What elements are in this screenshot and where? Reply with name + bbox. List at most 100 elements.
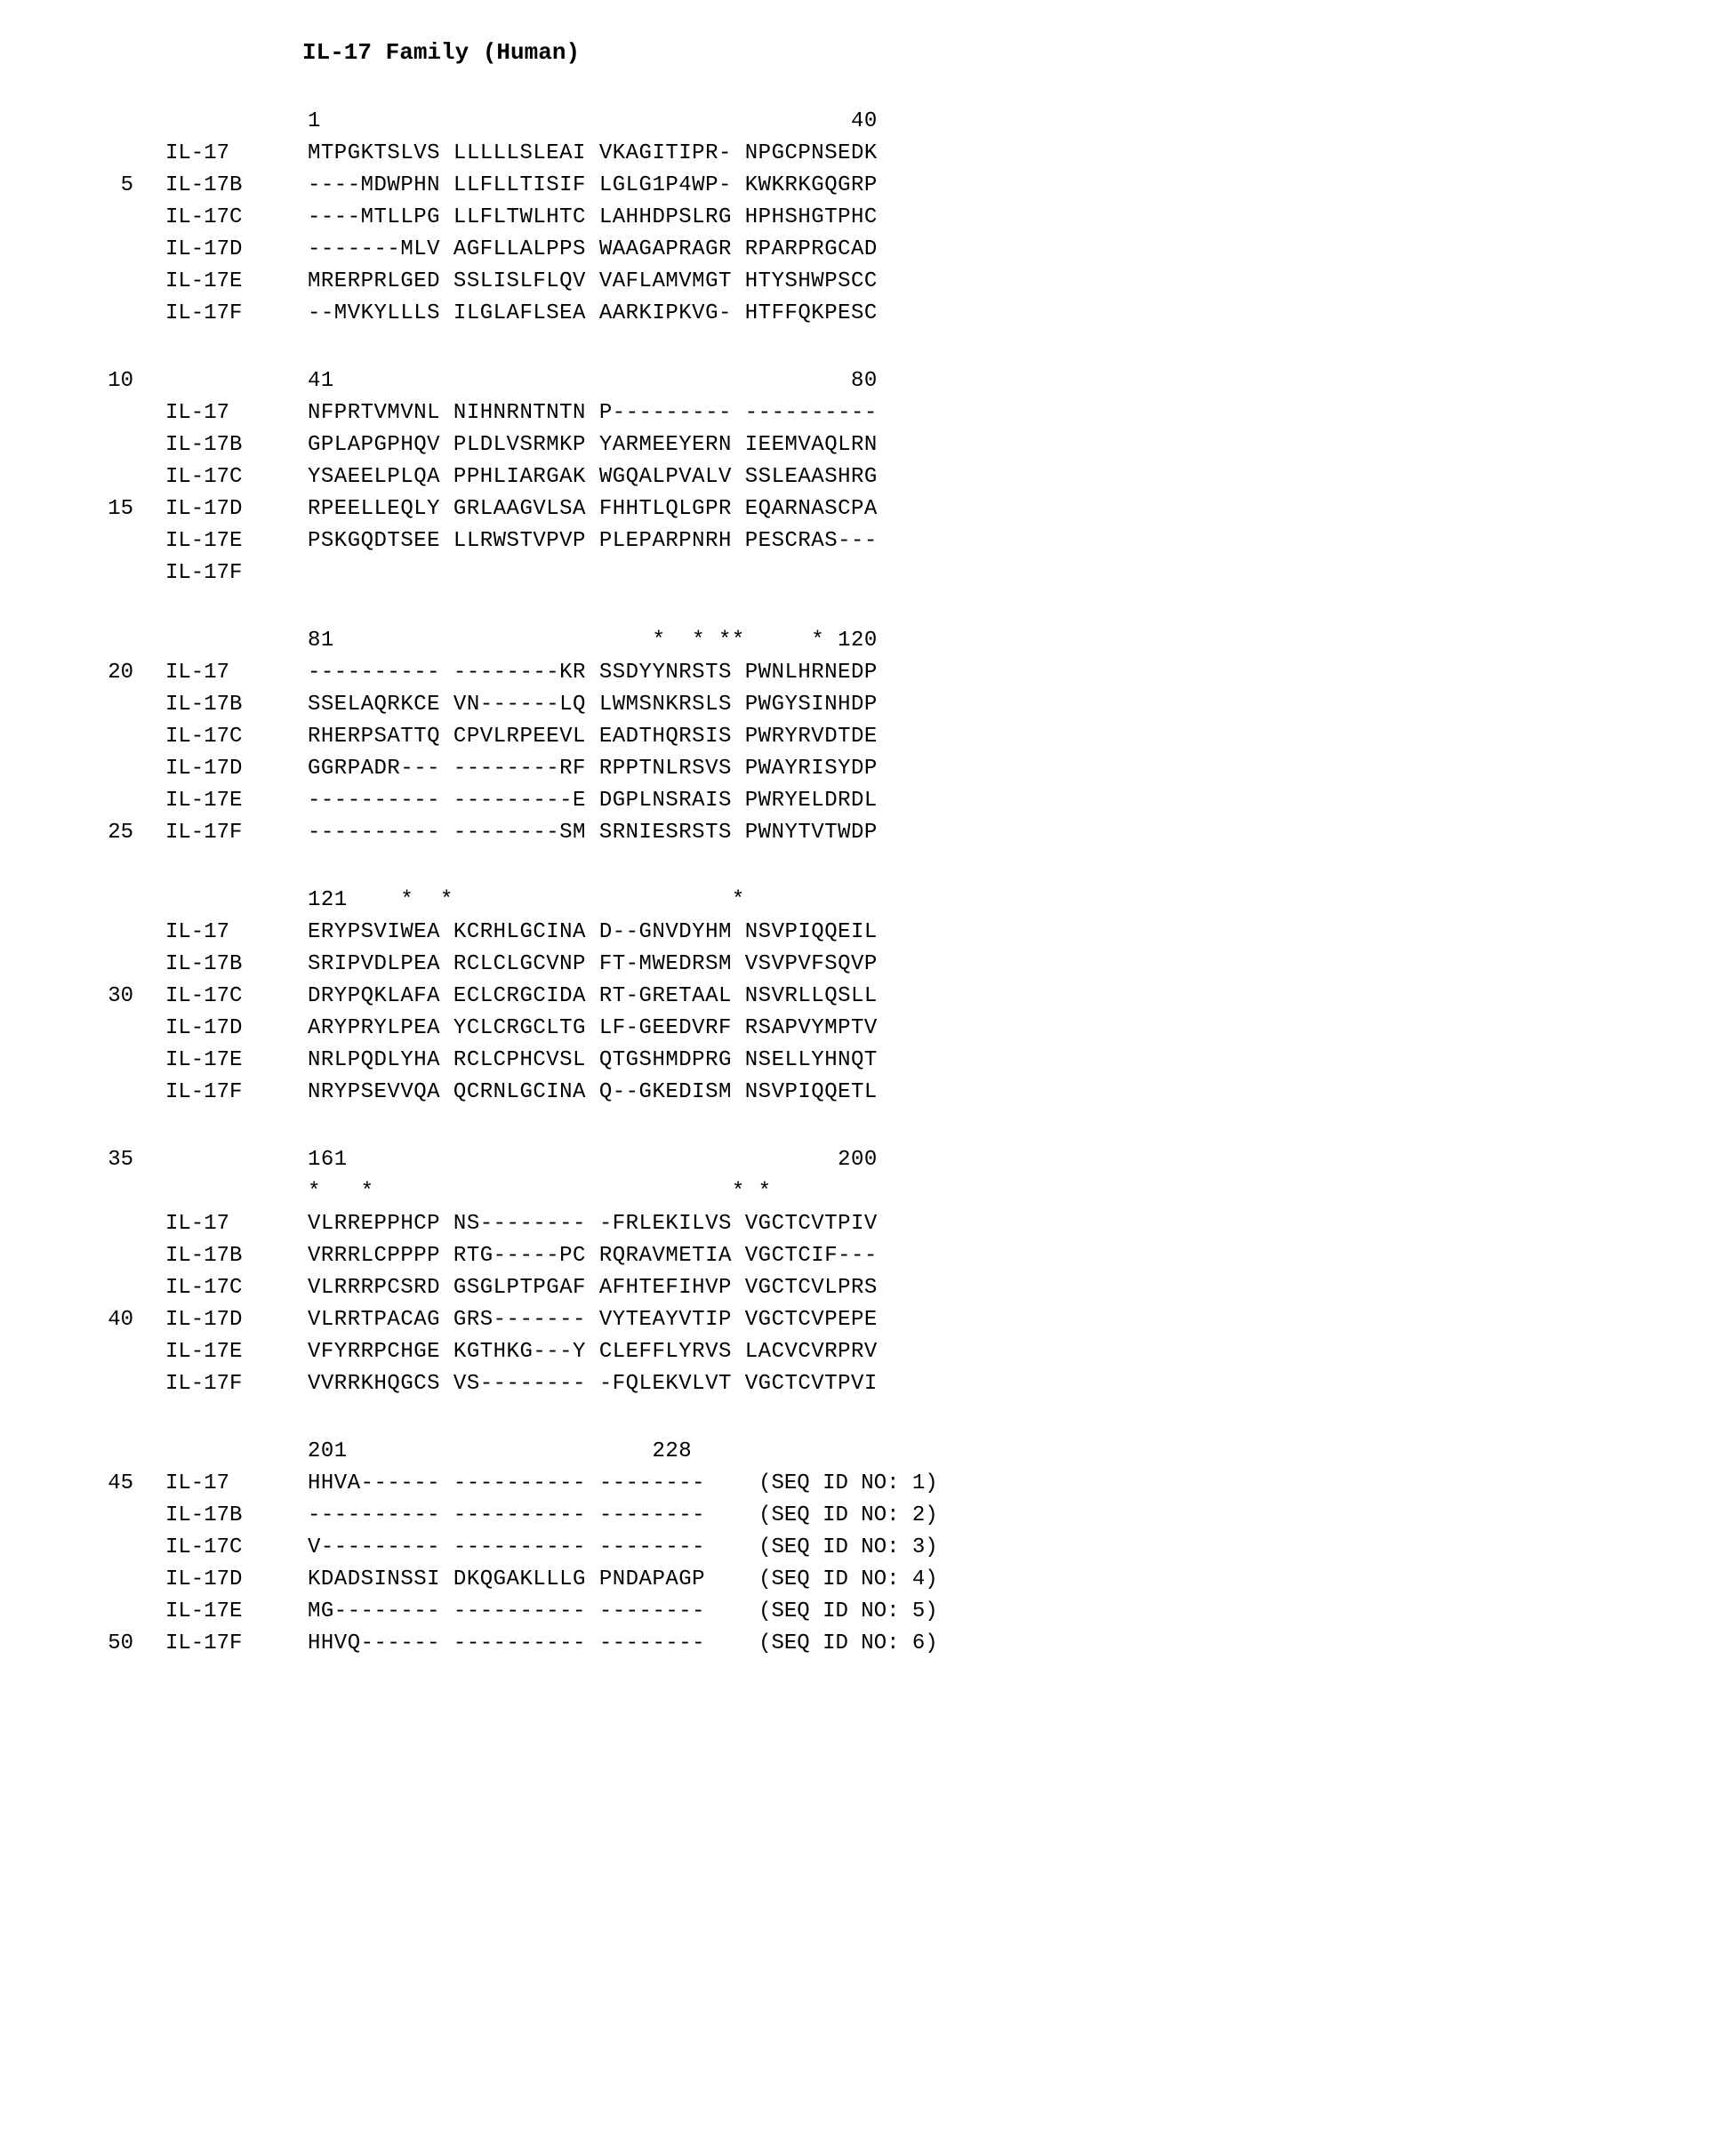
- sequence-row: 5IL-17B----MDWPHN LLFLLTISIF LGLG1P4WP- …: [53, 170, 1656, 202]
- sequence-label: IL-17B: [165, 429, 308, 461]
- line-number: 30: [53, 981, 165, 1013]
- position-header: 35161 200: [53, 1144, 1656, 1176]
- position-header: 201 228: [53, 1436, 1656, 1468]
- sequence-alignment: 1 40IL-17MTPGKTSLVS LLLLLSLEAI VKAGITIPR…: [53, 106, 1656, 1660]
- sequence-text: NRLPQDLYHA RCLCPHCVSL QTGSHMDPRG NSELLYH…: [308, 1045, 878, 1077]
- sequence-label: IL-17D: [165, 1013, 308, 1045]
- sequence-label: IL-17: [165, 397, 308, 429]
- sequence-row: IL-17EMG-------- ---------- --------(SEQ…: [53, 1596, 1656, 1628]
- sequence-row: IL-17E---------- ---------E DGPLNSRAIS P…: [53, 785, 1656, 817]
- sequence-text: RHERPSATTQ CPVLRPEEVL EADTHQRSIS PWRYRVD…: [308, 721, 878, 753]
- sequence-label: IL-17D: [165, 1304, 308, 1336]
- sequence-text: VRRRLCPPPP RTG-----PC RQRAVMETIA VGCTCIF…: [308, 1240, 878, 1272]
- alignment-block: 121 * * *IL-17ERYPSVIWEA KCRHLGCINA D--G…: [53, 885, 1656, 1109]
- sequence-label: IL-17E: [165, 525, 308, 557]
- sequence-row: IL-17EVFYRRPCHGE KGTHKG---Y CLEFFLYRVS L…: [53, 1336, 1656, 1368]
- sequence-row: IL-17EPSKGQDTSEE LLRWSTVPVP PLEPARPNRH P…: [53, 525, 1656, 557]
- sequence-row: IL-17C----MTLLPG LLFLTWLHTC LAHHDPSLRG H…: [53, 202, 1656, 234]
- position-numbers: 1 40: [308, 106, 878, 138]
- sequence-label: IL-17C: [165, 461, 308, 493]
- alignment-block: 1 40IL-17MTPGKTSLVS LLLLLSLEAI VKAGITIPR…: [53, 106, 1656, 330]
- sequence-row: IL-17BSRIPVDLPEA RCLCLGCVNP FT-MWEDRSM V…: [53, 949, 1656, 981]
- alignment-block: 1041 80IL-17NFPRTVMVNL NIHNRNTNTN P-----…: [53, 365, 1656, 589]
- position-numbers: 41 80: [308, 365, 878, 397]
- sequence-text: --MVKYLLLS ILGLAFLSEA AARKIPKVG- HTFFQKP…: [308, 298, 878, 330]
- sequence-row: IL-17FVVRRKHQGCS VS-------- -FQLEKVLVT V…: [53, 1368, 1656, 1400]
- position-header: 1 40: [53, 106, 1656, 138]
- sequence-text: HHVA------ ---------- --------: [308, 1468, 705, 1500]
- line-number: 40: [53, 1304, 165, 1336]
- sequence-label: IL-17: [165, 138, 308, 170]
- sequence-label: IL-17C: [165, 202, 308, 234]
- seq-id: (SEQ ID NO: 6): [705, 1628, 938, 1660]
- conservation-stars: * * * *: [53, 1176, 1656, 1208]
- line-number: 25: [53, 817, 165, 849]
- sequence-label: IL-17E: [165, 1596, 308, 1628]
- page-title: IL-17 Family (Human): [302, 36, 1656, 70]
- sequence-row: IL-17F: [53, 557, 1656, 589]
- position-numbers: 121 * * *: [308, 885, 745, 917]
- sequence-label: IL-17B: [165, 1500, 308, 1532]
- sequence-text: NRYPSEVVQA QCRNLGCINA Q--GKEDISM NSVPIQQ…: [308, 1077, 878, 1109]
- line-number: 10: [53, 365, 165, 397]
- sequence-text: SRIPVDLPEA RCLCLGCVNP FT-MWEDRSM VSVPVFS…: [308, 949, 878, 981]
- sequence-label: IL-17: [165, 657, 308, 689]
- sequence-row: IL-17CVLRRRPCSRD GSGLPTPGAF AFHTEFIHVP V…: [53, 1272, 1656, 1304]
- sequence-label: IL-17B: [165, 689, 308, 721]
- sequence-label: IL-17C: [165, 1272, 308, 1304]
- sequence-row: IL-17DKDADSINSSI DKQGAKLLLG PNDAPAGP(SEQ…: [53, 1564, 1656, 1596]
- sequence-label: IL-17D: [165, 1564, 308, 1596]
- sequence-row: IL-17CV--------- ---------- --------(SEQ…: [53, 1532, 1656, 1564]
- sequence-text: VLRREPPHCP NS-------- -FRLEKILVS VGCTCVT…: [308, 1208, 878, 1240]
- sequence-text: ERYPSVIWEA KCRHLGCINA D--GNVDYHM NSVPIQQ…: [308, 917, 878, 949]
- sequence-text: -------MLV AGFLLALPPS WAAGAPRAGR RPARPRG…: [308, 234, 878, 266]
- sequence-row: 25IL-17F---------- --------SM SRNIESRSTS…: [53, 817, 1656, 849]
- sequence-label: IL-17D: [165, 493, 308, 525]
- line-number: 35: [53, 1144, 165, 1176]
- line-number: 45: [53, 1468, 165, 1500]
- sequence-label: IL-17C: [165, 721, 308, 753]
- sequence-row: 30IL-17CDRYPQKLAFA ECLCRGCIDA RT-GRETAAL…: [53, 981, 1656, 1013]
- sequence-label: IL-17F: [165, 557, 308, 589]
- sequence-label: IL-17C: [165, 1532, 308, 1564]
- sequence-text: ---------- --------KR SSDYYNRSTS PWNLHRN…: [308, 657, 878, 689]
- sequence-label: IL-17D: [165, 234, 308, 266]
- sequence-row: IL-17CRHERPSATTQ CPVLRPEEVL EADTHQRSIS P…: [53, 721, 1656, 753]
- sequence-row: IL-17BVRRRLCPPPP RTG-----PC RQRAVMETIA V…: [53, 1240, 1656, 1272]
- sequence-text: PSKGQDTSEE LLRWSTVPVP PLEPARPNRH PESCRAS…: [308, 525, 878, 557]
- sequence-row: IL-17BGPLAPGPHQV PLDLVSRMKP YARMEEYERN I…: [53, 429, 1656, 461]
- sequence-text: VLRRTPACAG GRS------- VYTEAYVTIP VGCTCVP…: [308, 1304, 878, 1336]
- sequence-label: IL-17C: [165, 981, 308, 1013]
- sequence-label: IL-17E: [165, 785, 308, 817]
- sequence-text: GGRPADR--- --------RF RPPTNLRSVS PWAYRIS…: [308, 753, 878, 785]
- sequence-row: 40IL-17DVLRRTPACAG GRS------- VYTEAYVTIP…: [53, 1304, 1656, 1336]
- sequence-text: ----MTLLPG LLFLTWLHTC LAHHDPSLRG HPHSHGT…: [308, 202, 878, 234]
- sequence-text: VVRRKHQGCS VS-------- -FQLEKVLVT VGCTCVT…: [308, 1368, 878, 1400]
- sequence-label: IL-17B: [165, 170, 308, 202]
- line-number: 20: [53, 657, 165, 689]
- sequence-row: IL-17VLRREPPHCP NS-------- -FRLEKILVS VG…: [53, 1208, 1656, 1240]
- sequence-label: IL-17D: [165, 753, 308, 785]
- sequence-row: 15IL-17DRPEELLEQLY GRLAAGVLSA FHHTLQLGPR…: [53, 493, 1656, 525]
- seq-id: (SEQ ID NO: 2): [705, 1500, 938, 1532]
- sequence-text: HHVQ------ ---------- --------: [308, 1628, 705, 1660]
- sequence-row: 50IL-17FHHVQ------ ---------- --------(S…: [53, 1628, 1656, 1660]
- sequence-text: MG-------- ---------- --------: [308, 1596, 705, 1628]
- line-number: 5: [53, 170, 165, 202]
- sequence-label: IL-17E: [165, 1336, 308, 1368]
- sequence-row: 45IL-17HHVA------ ---------- --------(SE…: [53, 1468, 1656, 1500]
- sequence-label: IL-17F: [165, 1628, 308, 1660]
- sequence-row: IL-17B---------- ---------- --------(SEQ…: [53, 1500, 1656, 1532]
- sequence-text: MRERPRLGED SSLISLFLQV VAFLAMVMGT HTYSHWP…: [308, 266, 878, 298]
- sequence-label: IL-17: [165, 1468, 308, 1500]
- sequence-row: IL-17MTPGKTSLVS LLLLLSLEAI VKAGITIPR- NP…: [53, 138, 1656, 170]
- sequence-label: IL-17F: [165, 1077, 308, 1109]
- sequence-label: IL-17F: [165, 1368, 308, 1400]
- sequence-text: VFYRRPCHGE KGTHKG---Y CLEFFLYRVS LACVCVR…: [308, 1336, 878, 1368]
- sequence-text: ---------- ---------E DGPLNSRAIS PWRYELD…: [308, 785, 878, 817]
- alignment-block: 35161 200* * * *IL-17VLRREPPHCP NS------…: [53, 1144, 1656, 1400]
- line-number: 15: [53, 493, 165, 525]
- sequence-text: RPEELLEQLY GRLAAGVLSA FHHTLQLGPR EQARNAS…: [308, 493, 878, 525]
- sequence-text: SSELAQRKCE VN------LQ LWMSNKRSLS PWGYSIN…: [308, 689, 878, 721]
- sequence-row: IL-17DGGRPADR--- --------RF RPPTNLRSVS P…: [53, 753, 1656, 785]
